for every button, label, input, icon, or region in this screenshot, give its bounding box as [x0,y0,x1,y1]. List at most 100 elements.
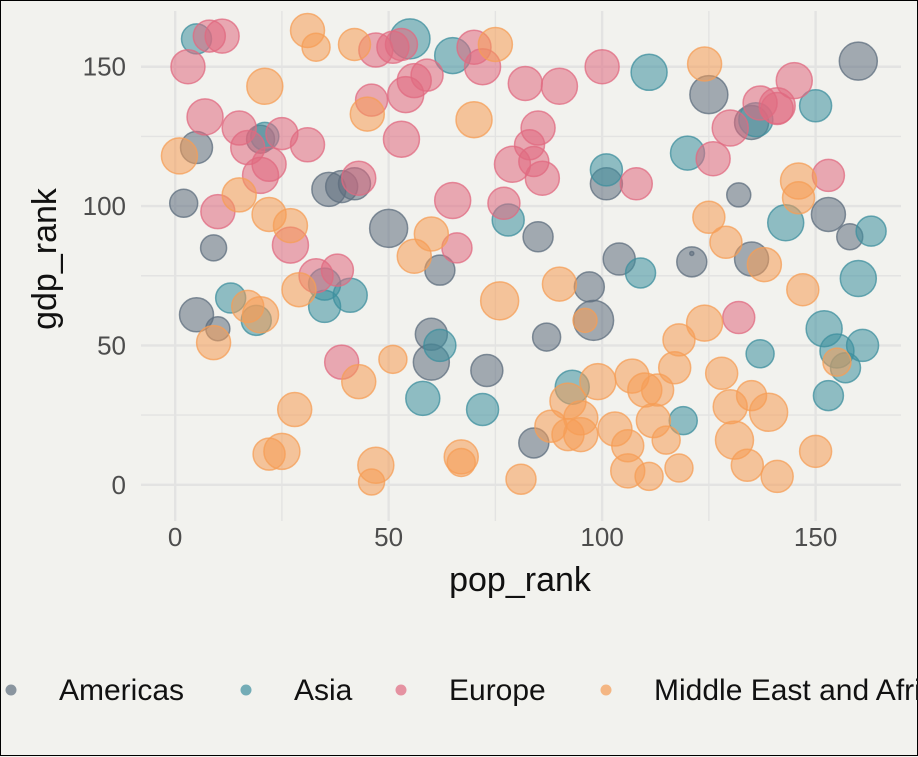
data-point-middle-east-and-africa [282,273,316,307]
data-point-middle-east-and-africa [823,348,851,376]
data-point-middle-east-and-africa [478,27,512,61]
x-tick-label: 50 [374,522,403,552]
data-point-middle-east-and-africa [688,47,722,81]
data-point-middle-east-and-africa [787,274,819,306]
data-point-middle-east-and-africa [659,352,691,384]
data-point-middle-east-and-africa [342,365,376,399]
y-tick-label: 50 [97,330,126,360]
data-point-asia [813,381,843,411]
data-point-middle-east-and-africa [550,383,586,419]
data-point-middle-east-and-africa [338,28,370,60]
data-point-middle-east-and-africa [161,138,197,174]
data-point-middle-east-and-africa [222,178,256,212]
data-point-europe [435,183,471,219]
data-point-americas [811,197,845,231]
data-point-asia [746,340,774,368]
legend-key-europe [396,685,407,696]
data-point-americas [533,323,561,351]
legend-label-middle-east-and-africa: Middle East and Africa [654,674,918,707]
data-point-americas [690,251,694,255]
data-point-middle-east-and-africa [447,448,475,476]
data-point-middle-east-and-africa [278,393,312,427]
data-point-asia [467,394,499,426]
data-point-middle-east-and-africa [243,297,279,333]
y-axis-label: gdp_rank [26,187,64,330]
y-tick-label: 0 [112,470,126,500]
legend-label-europe: Europe [449,674,546,707]
data-point-asia [847,329,879,361]
data-point-europe [321,254,353,286]
data-point-middle-east-and-africa [612,430,644,462]
data-point-middle-east-and-africa [564,418,598,452]
data-point-asia [626,258,656,288]
data-point-americas [690,76,728,114]
data-point-asia [424,329,456,361]
data-point-middle-east-and-africa [665,454,693,482]
data-point-europe [171,50,205,84]
data-point-europe [776,63,812,99]
data-point-americas [727,183,751,207]
data-point-europe [585,50,619,84]
data-point-middle-east-and-africa [800,435,832,467]
data-point-middle-east-and-africa [358,447,394,483]
data-point-europe [541,68,577,104]
data-point-europe [187,99,223,135]
data-point-europe [291,128,325,162]
data-points [161,14,886,495]
data-point-middle-east-and-africa [652,426,680,454]
data-point-europe [723,302,755,334]
data-point-europe [205,19,239,53]
x-tick-label: 100 [580,522,623,552]
data-point-europe [515,130,545,160]
data-point-americas [839,42,877,80]
data-point-europe [812,159,844,191]
data-point-europe [712,110,748,146]
data-point-middle-east-and-africa [761,460,793,492]
data-point-asia [590,154,622,186]
data-point-europe [385,28,417,60]
data-point-middle-east-and-africa [542,267,576,301]
data-point-middle-east-and-africa [481,282,519,320]
data-point-middle-east-and-africa [350,97,384,131]
legend-key-middle-east-and-africa [601,685,612,696]
data-point-middle-east-and-africa [731,449,763,481]
y-tick-label: 100 [83,191,126,221]
x-axis-label: pop_rank [449,561,592,599]
data-point-americas [523,222,553,252]
data-point-middle-east-and-africa [710,226,742,258]
data-point-americas [574,272,604,302]
data-point-middle-east-and-africa [456,102,492,138]
data-point-middle-east-and-africa [273,209,307,243]
data-point-middle-east-and-africa [635,462,663,490]
data-point-middle-east-and-africa [247,68,283,104]
data-point-middle-east-and-africa [687,305,723,341]
data-point-americas [170,189,198,217]
data-point-middle-east-and-africa [197,326,231,360]
data-point-americas [201,235,227,261]
data-point-middle-east-and-africa [783,182,815,214]
data-point-europe [508,66,542,100]
data-point-middle-east-and-africa [573,308,597,332]
data-point-europe [252,147,286,181]
legend-key-asia [241,685,252,696]
data-point-asia [856,216,886,246]
x-tick-label: 0 [168,522,182,552]
data-point-americas [370,209,408,247]
data-point-asia [840,261,876,297]
data-point-europe [696,142,730,176]
x-tick-label: 150 [794,522,837,552]
legend-label-americas: Americas [59,674,184,707]
data-point-europe [488,187,520,219]
data-point-middle-east-and-africa [506,464,536,494]
data-point-europe [411,59,443,91]
data-point-middle-east-and-africa [302,33,330,61]
data-point-middle-east-and-africa [379,345,407,373]
data-point-asia [406,381,440,415]
data-point-middle-east-and-africa [414,217,448,251]
data-point-americas [471,355,503,387]
data-point-europe [383,121,419,157]
y-tick-label: 150 [83,52,126,82]
